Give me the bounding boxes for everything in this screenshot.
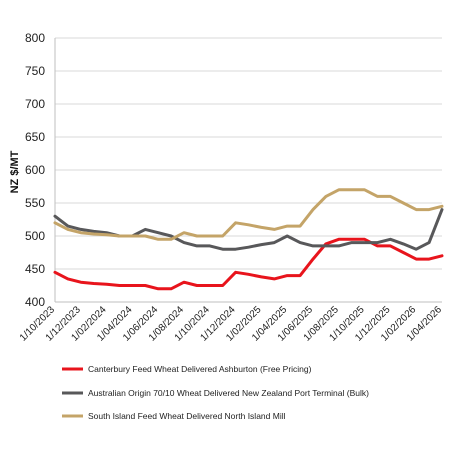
y-tick-label: 400 <box>25 295 45 309</box>
gridlines <box>55 37 442 303</box>
series-line-1 <box>53 237 444 291</box>
legend-label-3: South Island Feed Wheat Delivered North … <box>88 411 286 421</box>
y-tick-label: 700 <box>25 97 45 111</box>
series-line-2 <box>53 208 444 251</box>
y-tick-label: 750 <box>25 64 45 78</box>
y-tick-label: 800 <box>25 31 45 45</box>
legend-label-1: Canterbury Feed Wheat Delivered Ashburto… <box>88 364 312 374</box>
x-tick-labels: 1/10/20231/12/20231/02/20241/04/20241/06… <box>18 304 445 344</box>
legend-label-2: Australian Origin 70/10 Wheat Delivered … <box>88 388 369 398</box>
y-tick-labels: 400 450 500 550 600 650 700 750 800 <box>25 31 45 309</box>
y-tick-label: 650 <box>25 130 45 144</box>
y-tick-label: 500 <box>25 229 45 243</box>
y-axis-label: NZ $/MT <box>9 150 21 193</box>
series-lines <box>53 188 444 291</box>
y-tick-label: 450 <box>25 262 45 276</box>
legend: Canterbury Feed Wheat Delivered Ashburto… <box>62 364 369 421</box>
y-tick-label: 550 <box>25 196 45 210</box>
series-line-3 <box>53 188 444 241</box>
y-tick-label: 600 <box>25 163 45 177</box>
axes <box>54 38 442 303</box>
